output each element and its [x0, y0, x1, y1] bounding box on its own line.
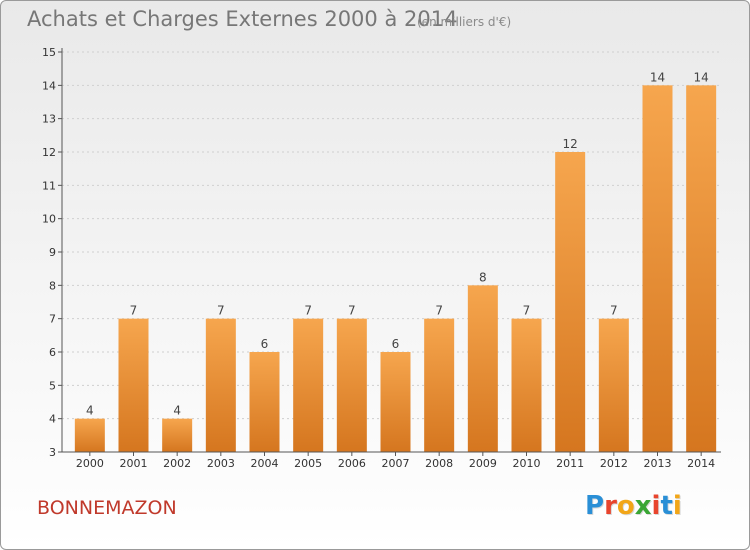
bar-2014[interactable] [686, 85, 717, 452]
x-tick-label-2001: 2001 [120, 457, 148, 470]
x-tick-label-2013: 2013 [644, 457, 672, 470]
x-tick-label-2014: 2014 [687, 457, 715, 470]
y-tick-label: 5 [49, 379, 56, 392]
value-label-2000: 4 [86, 404, 94, 418]
bar-2011[interactable] [555, 152, 586, 452]
bar-2007[interactable] [380, 352, 411, 452]
value-label-2008: 7 [435, 304, 443, 318]
value-labels: 4 7 4 7 6 7 7 6 7 8 7 12 7 14 14 [86, 70, 709, 417]
x-tick-label-2011: 2011 [556, 457, 584, 470]
bar-2005[interactable] [293, 318, 324, 452]
place-name: BONNEMAZON [37, 497, 177, 519]
logo-letter: x [634, 491, 652, 521]
y-tick-label: 10 [42, 213, 56, 226]
x-tick-label-2008: 2008 [425, 457, 453, 470]
logo-letter: r [604, 491, 617, 521]
bar-2004[interactable] [249, 352, 280, 452]
value-label-2001: 7 [130, 304, 138, 318]
chart-unit-note: (en milliers d'€) [417, 15, 512, 29]
y-tick-label: 11 [42, 179, 56, 192]
y-tick-label: 15 [42, 46, 56, 59]
bar-2010[interactable] [511, 318, 542, 452]
value-label-2007: 6 [392, 337, 400, 351]
axes: 3 4 5 6 7 8 9 10 11 12 13 14 15 2000 2001 2002 2003 2004 2… [42, 46, 721, 470]
logo-letter: i [672, 491, 682, 521]
x-tick-label-2007: 2007 [382, 457, 410, 470]
bar-2006[interactable] [336, 318, 367, 452]
y-tick-label: 9 [49, 246, 56, 259]
x-tick-label-2009: 2009 [469, 457, 497, 470]
bar-2000[interactable] [74, 418, 105, 452]
bar-2002[interactable] [162, 418, 193, 452]
proxiti-logo[interactable]: Proxiti [585, 491, 682, 521]
value-label-2014: 14 [694, 70, 709, 84]
value-label-2012: 7 [610, 304, 618, 318]
value-label-2009: 8 [479, 270, 487, 284]
bar-2008[interactable] [424, 318, 455, 452]
x-tick-label-2005: 2005 [294, 457, 322, 470]
y-tick-label: 13 [42, 113, 56, 126]
y-tick-label: 3 [49, 446, 56, 459]
bar-2013[interactable] [642, 85, 673, 452]
value-label-2010: 7 [523, 304, 531, 318]
x-tick-label-2006: 2006 [338, 457, 366, 470]
value-label-2006: 7 [348, 304, 356, 318]
x-tick-label-2000: 2000 [76, 457, 104, 470]
logo-letter: t [660, 491, 673, 521]
x-tick-label-2010: 2010 [513, 457, 541, 470]
logo-letter: i [651, 491, 661, 521]
y-tick-label: 8 [49, 279, 56, 292]
x-tick-label-2002: 2002 [163, 457, 191, 470]
logo-letter: o [616, 491, 635, 521]
x-tick-label-2012: 2012 [600, 457, 628, 470]
bar-2012[interactable] [598, 318, 629, 452]
bar-2001[interactable] [118, 318, 149, 452]
bars [74, 85, 717, 452]
x-tick-label-2004: 2004 [251, 457, 279, 470]
y-tick-label: 6 [49, 346, 56, 359]
y-tick-label: 7 [49, 313, 56, 326]
value-label-2004: 6 [261, 337, 269, 351]
value-label-2013: 14 [650, 70, 665, 84]
value-label-2011: 12 [563, 137, 578, 151]
chart-title: Achats et Charges Externes 2000 à 2014 [27, 7, 458, 31]
bar-2003[interactable] [205, 318, 236, 452]
y-tick-label: 14 [42, 79, 56, 92]
value-label-2003: 7 [217, 304, 225, 318]
value-label-2002: 4 [173, 404, 181, 418]
y-tick-label: 12 [42, 146, 56, 159]
y-tick-label: 4 [49, 413, 56, 426]
x-tick-label-2003: 2003 [207, 457, 235, 470]
logo-letter: P [585, 491, 605, 521]
value-label-2005: 7 [304, 304, 312, 318]
bar-2009[interactable] [467, 285, 498, 452]
